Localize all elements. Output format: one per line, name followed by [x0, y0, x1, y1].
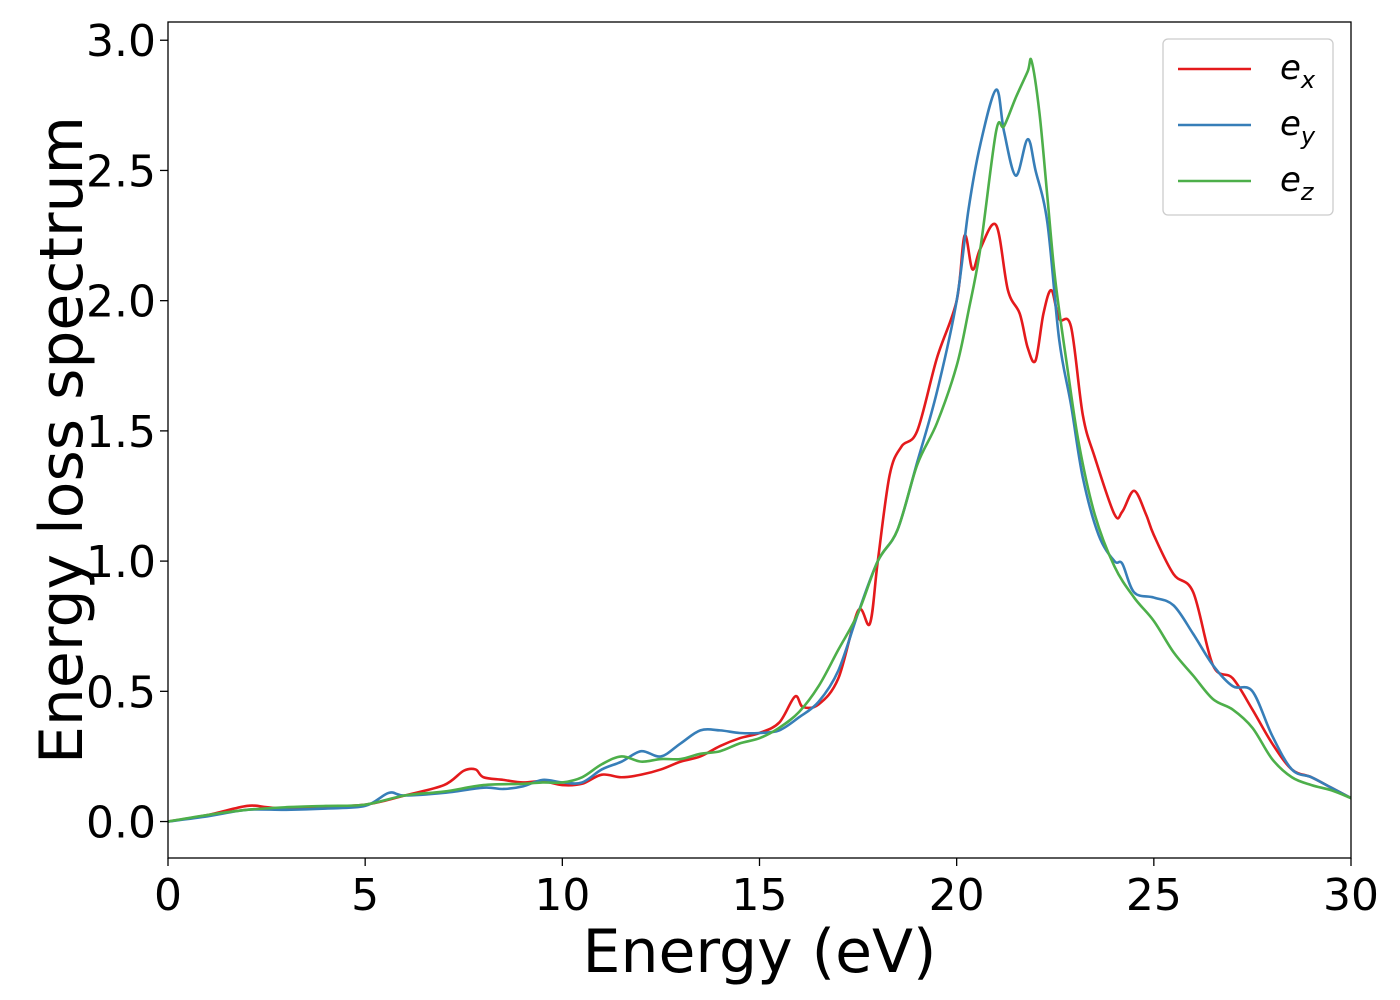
- x-tick-label: 15: [732, 870, 788, 921]
- y-tick-label: 0.0: [86, 798, 156, 849]
- x-tick-label: 20: [929, 870, 985, 921]
- y-tick-label: 0.5: [86, 667, 156, 718]
- x-tick-label: 25: [1126, 870, 1182, 921]
- legend-box: [1162, 38, 1334, 216]
- x-tick-label: 10: [534, 870, 590, 921]
- x-tick-label: 0: [154, 870, 182, 921]
- x-tick-label: 5: [351, 870, 379, 921]
- axis-ticks: 0 5 10 15 20 25 30 0.0 0.5 1.0 1.5 2.0 2.5 3.0: [86, 16, 1379, 921]
- legend-entry-x: ex: [1280, 48, 1316, 94]
- y-tick-label: 1.0: [86, 537, 156, 588]
- y-tick-label: 2.5: [86, 146, 156, 197]
- y-tick-label: 3.0: [86, 16, 156, 67]
- y-tick-label: 2.0: [86, 277, 156, 328]
- series-line-x: [168, 222, 1351, 823]
- legend-entry-y: ey: [1280, 104, 1316, 150]
- y-axis-label: Energy loss spectrum: [27, 116, 97, 764]
- legend: ex ey ez: [1162, 38, 1334, 216]
- series-line-z: [168, 57, 1351, 823]
- y-tick-label: 1.5: [86, 407, 156, 458]
- x-tick-label: 30: [1323, 870, 1379, 921]
- x-axis-label: Energy (eV): [583, 917, 937, 987]
- series-lines: [168, 57, 1351, 823]
- legend-entry-z: ez: [1280, 160, 1315, 206]
